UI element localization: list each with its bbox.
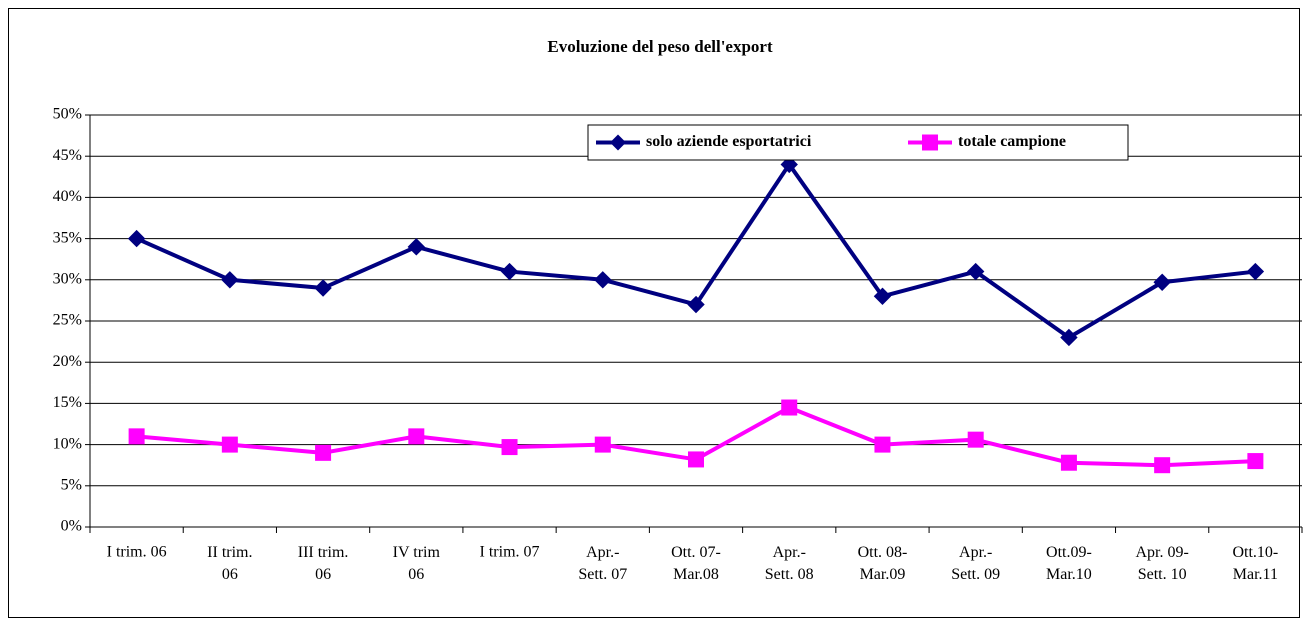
data-point bbox=[687, 295, 705, 314]
x-tick-label: Ott.10-Mar.11 bbox=[1232, 544, 1278, 583]
x-tick-label: Apr.-Sett. 07 bbox=[578, 544, 627, 583]
data-point bbox=[1154, 457, 1171, 474]
y-tick-label: 25% bbox=[53, 312, 82, 329]
data-point bbox=[874, 436, 891, 453]
y-tick-label: 35% bbox=[53, 229, 82, 246]
y-tick-label: 10% bbox=[53, 435, 82, 452]
data-point bbox=[1153, 273, 1171, 291]
data-point bbox=[781, 399, 798, 416]
data-point bbox=[221, 436, 238, 453]
y-tick-label: 20% bbox=[53, 353, 82, 370]
chart-title: Evoluzione del peso dell'export bbox=[547, 37, 773, 56]
data-point bbox=[501, 439, 518, 456]
y-tick-label: 45% bbox=[53, 147, 82, 164]
data-point bbox=[315, 444, 332, 461]
x-tick-label: II trim. 06 bbox=[207, 544, 252, 583]
data-point bbox=[967, 431, 984, 448]
legend-box bbox=[587, 124, 1129, 161]
y-tick-label: 5% bbox=[61, 476, 82, 493]
x-tick-label: I trim. 07 bbox=[480, 544, 540, 561]
legend-label: totale campione bbox=[958, 133, 1066, 150]
y-tick-label: 15% bbox=[53, 394, 82, 411]
legend-label: solo aziende esportatrici bbox=[646, 133, 812, 150]
data-point bbox=[688, 451, 704, 468]
chart-border bbox=[8, 8, 1300, 618]
data-point bbox=[594, 436, 611, 453]
y-tick-label: 30% bbox=[53, 270, 82, 287]
x-tick-label: IV trim 06 bbox=[393, 544, 441, 583]
data-point bbox=[128, 428, 145, 445]
x-tick-label: Ott.09-Mar.10 bbox=[1046, 544, 1092, 583]
data-point bbox=[1246, 262, 1265, 281]
x-tick-label: Apr. 09-Sett. 10 bbox=[1135, 544, 1188, 583]
legend-swatch bbox=[922, 134, 938, 151]
data-point bbox=[314, 279, 332, 297]
y-tick-label: 0% bbox=[61, 518, 82, 535]
x-tick-label: Ott. 07-Mar.08 bbox=[671, 544, 721, 583]
data-point bbox=[1247, 453, 1264, 470]
data-point bbox=[407, 238, 426, 256]
data-point bbox=[1060, 328, 1078, 347]
x-tick-label: Apr.-Sett. 08 bbox=[765, 544, 814, 583]
y-tick-label: 50% bbox=[53, 106, 82, 123]
data-point bbox=[500, 262, 519, 281]
data-point bbox=[221, 271, 239, 289]
data-point bbox=[127, 229, 146, 248]
legend-swatch bbox=[610, 134, 626, 151]
x-tick-label: III trim. 06 bbox=[298, 544, 349, 583]
data-point bbox=[873, 287, 892, 305]
data-point bbox=[594, 271, 612, 289]
legend: solo aziende esportatrici totale campione bbox=[587, 124, 1129, 161]
data-point bbox=[1060, 454, 1077, 471]
x-tick-label: Apr.-Sett. 09 bbox=[951, 544, 1000, 583]
data-point bbox=[408, 428, 425, 445]
data-point bbox=[966, 262, 985, 281]
y-tick-label: 40% bbox=[53, 188, 82, 205]
x-tick-label: Ott. 08-Mar.09 bbox=[858, 544, 908, 583]
x-tick-label: I trim. 06 bbox=[107, 544, 167, 561]
